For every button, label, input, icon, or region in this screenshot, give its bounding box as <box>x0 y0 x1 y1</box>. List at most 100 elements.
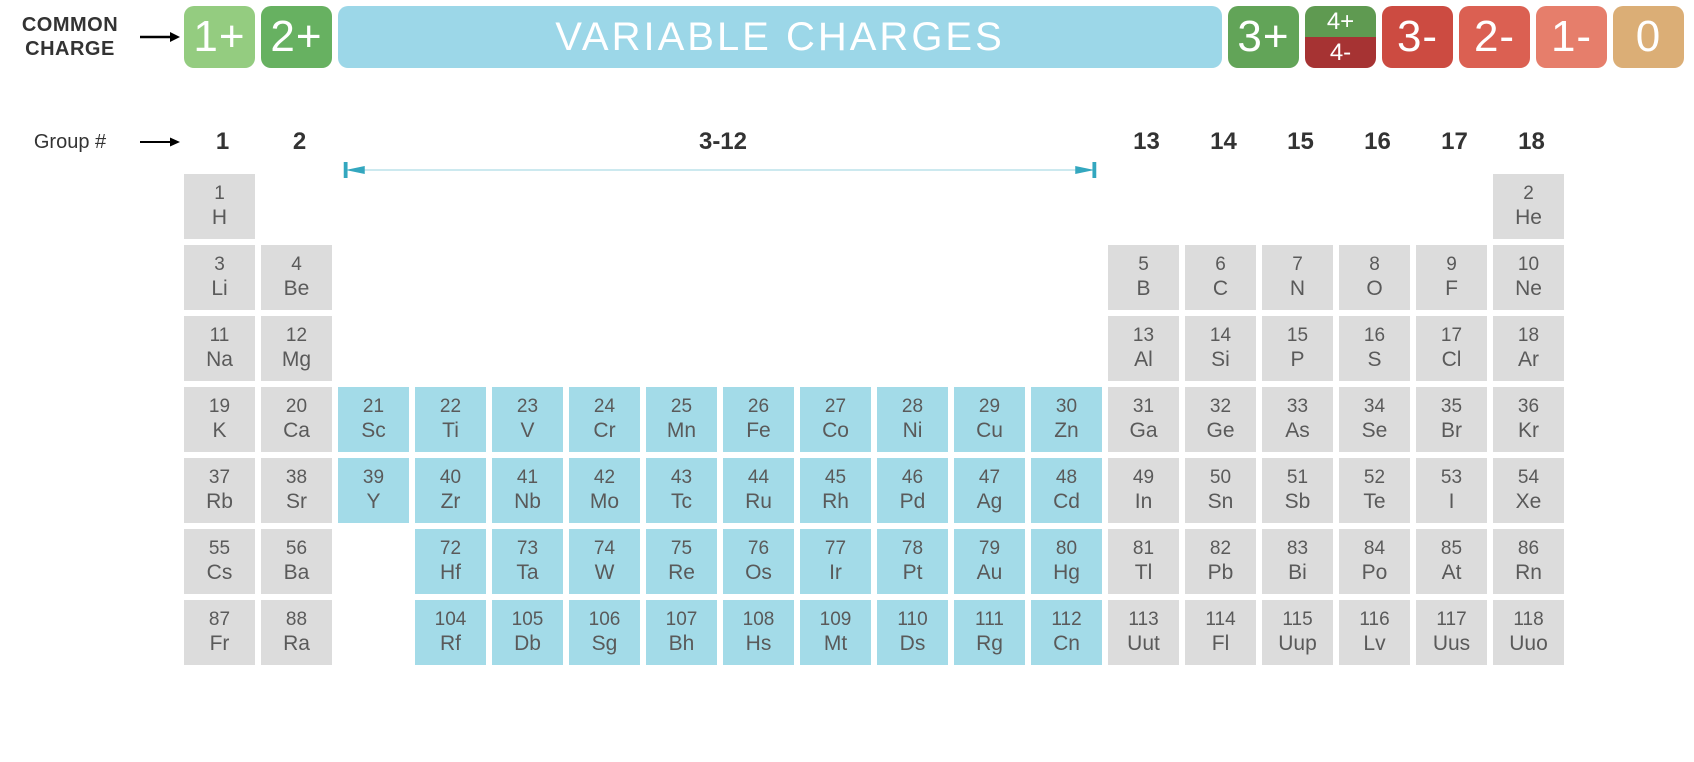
atomic-number: 79 <box>979 537 1000 561</box>
group-header-18: 18 <box>1493 128 1570 156</box>
element-C: 6C <box>1185 245 1256 310</box>
element-Rf: 104Rf <box>415 600 486 665</box>
atomic-number: 16 <box>1364 324 1385 348</box>
common-charge-line1: COMMON <box>22 14 118 36</box>
atomic-number: 6 <box>1215 253 1226 277</box>
charges-container: 1+2+VARIABLE CHARGES3+4+4-3-2-1-0 <box>184 6 1694 68</box>
empty-cell <box>954 316 1025 381</box>
element-Tl: 81Tl <box>1108 529 1179 594</box>
element-symbol: Ag <box>977 489 1003 515</box>
charge-box-2-: 2- <box>1459 6 1530 68</box>
element-Y: 39Y <box>338 458 409 523</box>
element-symbol: F <box>1445 276 1458 302</box>
element-Po: 84Po <box>1339 529 1410 594</box>
element-symbol: Os <box>745 560 772 586</box>
atomic-number: 117 <box>1436 608 1466 632</box>
atomic-number: 112 <box>1051 608 1081 632</box>
empty-cell <box>415 174 486 239</box>
element-symbol: Cl <box>1442 347 1462 373</box>
empty-cell <box>1416 174 1487 239</box>
atomic-number: 87 <box>209 608 230 632</box>
empty-cell <box>338 174 409 239</box>
element-symbol: Ba <box>284 560 310 586</box>
atomic-number: 55 <box>209 537 230 561</box>
atomic-number: 18 <box>1518 324 1539 348</box>
atomic-number: 10 <box>1518 253 1539 277</box>
charge-split-bottom: 4- <box>1305 37 1376 68</box>
empty-cell <box>338 316 409 381</box>
atomic-number: 78 <box>902 537 923 561</box>
element-W: 74W <box>569 529 640 594</box>
element-I: 53I <box>1416 458 1487 523</box>
atomic-number: 2 <box>1523 182 1534 206</box>
element-Se: 34Se <box>1339 387 1410 452</box>
element-Rn: 86Rn <box>1493 529 1564 594</box>
element-Ni: 28Ni <box>877 387 948 452</box>
element-symbol: Rn <box>1515 560 1542 586</box>
element-symbol: Co <box>822 418 849 444</box>
atomic-number: 1 <box>214 182 225 206</box>
element-symbol: Tc <box>671 489 692 515</box>
atomic-number: 72 <box>440 537 461 561</box>
atomic-number: 11 <box>210 324 230 348</box>
element-symbol: Bi <box>1288 560 1307 586</box>
element-Hf: 72Hf <box>415 529 486 594</box>
group-number-row: Group # 123-12131415161718 <box>0 128 1694 156</box>
element-symbol: Ti <box>442 418 459 444</box>
element-Zr: 40Zr <box>415 458 486 523</box>
element-symbol: Bh <box>669 631 695 657</box>
empty-cell <box>954 245 1025 310</box>
element-symbol: I <box>1449 489 1455 515</box>
empty-cell <box>1262 174 1333 239</box>
element-Rg: 111Rg <box>954 600 1025 665</box>
element-symbol: Mo <box>590 489 619 515</box>
element-Db: 105Db <box>492 600 563 665</box>
element-Ti: 22Ti <box>415 387 486 452</box>
atomic-number: 56 <box>286 537 307 561</box>
atomic-number: 111 <box>975 608 1004 632</box>
element-Os: 76Os <box>723 529 794 594</box>
atomic-number: 39 <box>363 466 384 490</box>
element-As: 33As <box>1262 387 1333 452</box>
element-Al: 13Al <box>1108 316 1179 381</box>
element-symbol: Sr <box>286 489 307 515</box>
atomic-number: 46 <box>902 466 923 490</box>
empty-cell <box>569 316 640 381</box>
element-symbol: Y <box>366 489 380 515</box>
element-Cn: 112Cn <box>1031 600 1102 665</box>
charge-box-2+: 2+ <box>261 6 332 68</box>
element-symbol: Na <box>206 347 233 373</box>
element-O: 8O <box>1339 245 1410 310</box>
element-K: 19K <box>184 387 255 452</box>
element-symbol: Be <box>284 276 310 302</box>
atomic-number: 3 <box>214 253 225 277</box>
atomic-number: 29 <box>979 395 1000 419</box>
element-In: 49In <box>1108 458 1179 523</box>
element-Ge: 32Ge <box>1185 387 1256 452</box>
element-symbol: Se <box>1362 418 1388 444</box>
atomic-number: 30 <box>1056 395 1077 419</box>
element-symbol: Lv <box>1363 631 1385 657</box>
atomic-number: 110 <box>897 608 927 632</box>
atomic-number: 80 <box>1056 537 1077 561</box>
atomic-number: 20 <box>286 395 307 419</box>
atomic-number: 107 <box>666 608 698 632</box>
element-symbol: H <box>212 205 227 231</box>
atomic-number: 32 <box>1210 395 1231 419</box>
element-Sg: 106Sg <box>569 600 640 665</box>
element-symbol: Uus <box>1433 631 1470 657</box>
atomic-number: 118 <box>1513 608 1543 632</box>
atomic-number: 108 <box>743 608 775 632</box>
atomic-number: 28 <box>902 395 923 419</box>
atomic-number: 9 <box>1446 253 1457 277</box>
empty-cell <box>415 316 486 381</box>
empty-cell <box>338 600 409 665</box>
atomic-number: 114 <box>1205 608 1235 632</box>
element-symbol: Zn <box>1054 418 1079 444</box>
element-symbol: Pb <box>1208 560 1234 586</box>
period-row-3: 11Na12Mg13Al14Si15P16S17Cl18Ar <box>184 316 1570 381</box>
empty-cell <box>877 174 948 239</box>
group-header-14: 14 <box>1185 128 1262 156</box>
element-Uup: 115Uup <box>1262 600 1333 665</box>
group-header-2: 2 <box>261 128 338 156</box>
